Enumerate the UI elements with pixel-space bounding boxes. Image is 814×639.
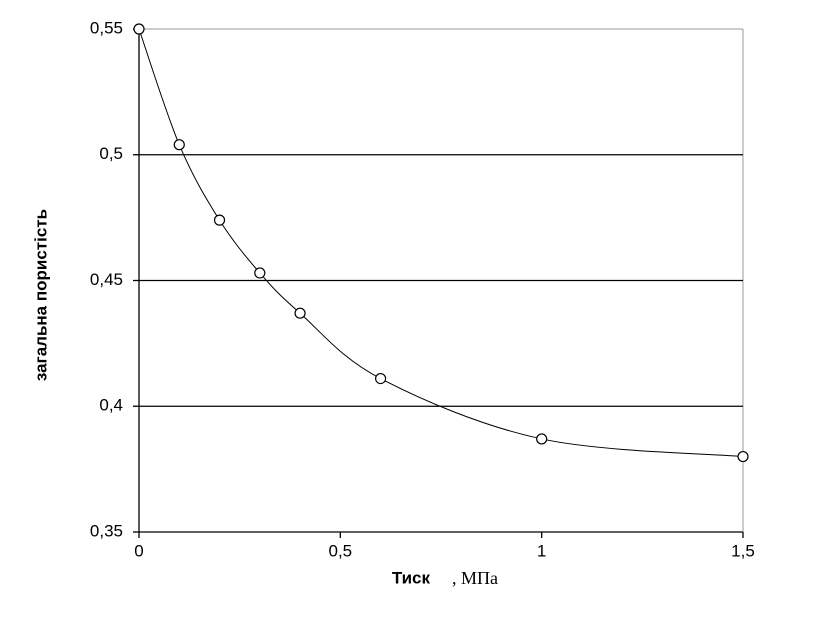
point <box>213 214 226 226</box>
y-tick-label: 0,45 <box>90 270 123 289</box>
y-tick-label: 0,4 <box>99 396 123 415</box>
point <box>737 450 749 463</box>
point <box>133 23 145 35</box>
point <box>254 267 266 279</box>
x-tick-label: 0,5 <box>329 541 353 560</box>
y-tick-label: 0,5 <box>99 144 123 163</box>
x-tick-label: 1,5 <box>731 541 755 560</box>
y-tick-label: 0,55 <box>90 18 123 37</box>
x-tick-label: 0 <box>134 541 143 560</box>
y-axis-label: загальна пористість <box>31 209 50 381</box>
x-axis-unit: , МПа <box>452 568 498 588</box>
y-tick-label: 0,35 <box>90 521 123 540</box>
point <box>294 307 306 319</box>
point <box>173 139 185 151</box>
point <box>375 372 387 385</box>
point <box>536 433 548 445</box>
x-axis-label: Тиск <box>392 568 431 587</box>
x-tick-label: 1 <box>537 541 546 560</box>
